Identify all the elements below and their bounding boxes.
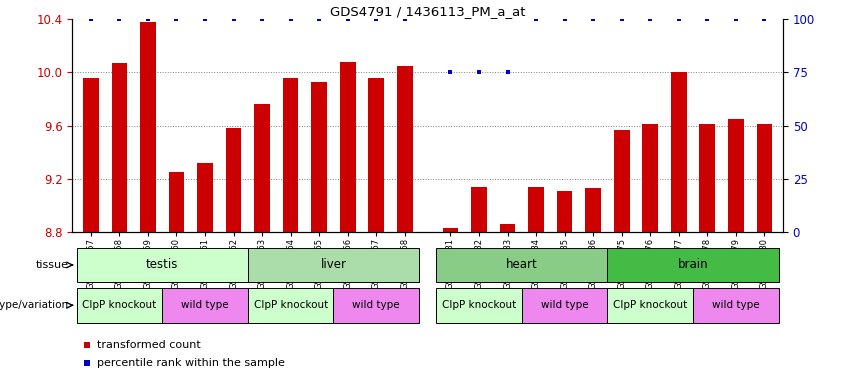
Bar [443,228,459,232]
Bar [140,22,156,232]
Bar [340,62,356,232]
Bar [397,66,413,232]
Bar [111,63,128,232]
Bar [608,248,779,282]
Text: ClpP knockout: ClpP knockout [442,300,516,310]
Text: transformed count: transformed count [97,340,201,350]
Bar [728,119,744,232]
Text: brain: brain [677,258,708,271]
Text: wild type: wild type [352,300,400,310]
Bar [77,288,163,323]
Bar [163,288,248,323]
Bar [437,248,608,282]
Bar [522,288,608,323]
Text: percentile rank within the sample: percentile rank within the sample [97,358,285,368]
Text: wild type: wild type [712,300,760,310]
Bar [248,288,334,323]
Bar [248,248,419,282]
Bar [671,73,687,232]
Bar [226,128,242,232]
Bar [500,224,516,232]
Bar [368,78,384,232]
Bar [283,78,299,232]
Bar [437,288,522,323]
Bar [311,82,327,232]
Text: testis: testis [146,258,179,271]
Text: wild type: wild type [181,300,229,310]
Bar [77,248,248,282]
Bar [693,288,779,323]
Bar [254,104,270,232]
Text: genotype/variation: genotype/variation [0,300,69,310]
Title: GDS4791 / 1436113_PM_a_at: GDS4791 / 1436113_PM_a_at [330,5,525,18]
Text: tissue: tissue [36,260,69,270]
Bar [471,187,487,232]
Bar [585,189,601,232]
Bar [83,78,99,232]
Bar [700,124,715,232]
Text: wild type: wild type [540,300,588,310]
Bar [528,187,544,232]
Bar [608,288,693,323]
Bar [614,130,630,232]
Bar [757,124,772,232]
Text: heart: heart [506,258,538,271]
Text: ClpP knockout: ClpP knockout [613,300,688,310]
Text: ClpP knockout: ClpP knockout [83,300,157,310]
Bar [334,288,419,323]
Bar [168,172,185,232]
Bar [643,124,658,232]
Bar [197,163,213,232]
Text: ClpP knockout: ClpP knockout [254,300,328,310]
Text: liver: liver [321,258,346,271]
Bar [557,191,573,232]
